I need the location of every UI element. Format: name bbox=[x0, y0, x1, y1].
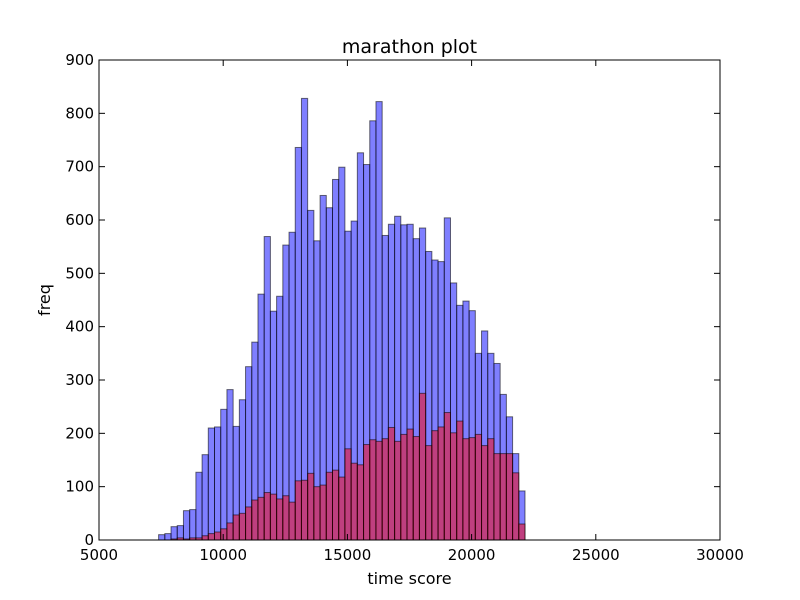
histogram-bar-series-2 bbox=[456, 420, 464, 541]
histogram-bar-series-2 bbox=[238, 512, 247, 541]
histogram-bar-series-2 bbox=[344, 448, 352, 541]
histogram-bar-series-2 bbox=[300, 479, 309, 541]
histogram-bar-series-2 bbox=[263, 492, 271, 541]
histogram-bar-series-2 bbox=[356, 464, 365, 541]
x-tick-label: 25000 bbox=[572, 546, 620, 564]
histogram-bar-series-2 bbox=[400, 433, 408, 541]
histogram-bar-series-2 bbox=[201, 535, 209, 541]
y-axis-label: freq bbox=[35, 284, 54, 316]
histogram-bar-series-2 bbox=[449, 432, 458, 541]
ticks-layer: 5000 10000 15000 20000 25000 30000 0 100 200 300 4… bbox=[65, 51, 744, 564]
histogram-bar-series-2 bbox=[474, 433, 483, 541]
histogram-bar-series-2 bbox=[207, 533, 216, 541]
histogram-bar-series-1 bbox=[195, 471, 203, 541]
y-tick-label: 900 bbox=[65, 51, 94, 69]
y-tick-label: 200 bbox=[65, 424, 94, 442]
x-tick-label: 15000 bbox=[324, 546, 372, 564]
histogram-bar-series-1 bbox=[158, 534, 166, 541]
histogram-bar-series-2 bbox=[418, 392, 427, 541]
histogram-bar-series-2 bbox=[307, 472, 315, 541]
histogram-bar-series-2 bbox=[269, 493, 278, 541]
histogram-bar-series-1 bbox=[226, 389, 234, 541]
y-tick-label: 800 bbox=[65, 104, 94, 122]
plot-area-frame bbox=[98, 59, 721, 541]
x-tick-label: 10000 bbox=[199, 546, 247, 564]
chart-title: marathon plot bbox=[342, 36, 477, 58]
histogram-bar-series-1 bbox=[189, 509, 197, 541]
histogram-bar-series-2 bbox=[294, 480, 302, 541]
histogram-bar-series-2 bbox=[257, 496, 265, 541]
y-tick-label: 600 bbox=[65, 211, 94, 229]
histogram-bar-series-1 bbox=[300, 97, 309, 541]
histogram-bar-series-2 bbox=[288, 501, 296, 541]
histogram-bar-series-2 bbox=[481, 445, 489, 541]
histogram-bar-series-2 bbox=[319, 484, 327, 541]
histogram-bar-series-2 bbox=[412, 436, 420, 541]
histogram-bar-series-1 bbox=[201, 454, 209, 541]
histogram-bar-series-1 bbox=[182, 510, 191, 541]
histogram-bar-series-2 bbox=[487, 438, 495, 541]
x-tick-label: 5000 bbox=[80, 546, 118, 564]
histogram-bar-series-2 bbox=[425, 445, 433, 541]
histogram-bar-series-2 bbox=[325, 471, 333, 541]
x-tick-label: 30000 bbox=[696, 546, 744, 564]
x-axis-label: time score bbox=[367, 569, 451, 588]
histogram-bar-series-2 bbox=[406, 428, 414, 541]
y-tick-label: 500 bbox=[65, 264, 94, 282]
histogram-bar-series-2 bbox=[381, 438, 389, 541]
histogram-bar-series-2 bbox=[394, 440, 402, 541]
y-tick-label: 0 bbox=[84, 531, 94, 549]
histogram-bar-series-2 bbox=[431, 430, 439, 541]
histogram-bar-series-2 bbox=[338, 476, 346, 541]
histogram-bar-series-2 bbox=[437, 426, 445, 541]
histogram-bar-series-2 bbox=[468, 437, 476, 541]
histogram-bar-series-2 bbox=[245, 506, 253, 541]
histogram-bar-series-2 bbox=[251, 499, 259, 541]
histogram-bar-series-2 bbox=[375, 440, 383, 541]
histogram-bar-series-2 bbox=[369, 439, 377, 541]
histogram-bar-series-2 bbox=[313, 486, 321, 541]
histogram-bar-series-2 bbox=[214, 531, 222, 541]
histogram-bar-series-2 bbox=[232, 514, 240, 541]
y-tick-label: 400 bbox=[65, 318, 94, 336]
bars-layer bbox=[158, 97, 526, 541]
histogram-bar-series-1 bbox=[214, 426, 222, 541]
y-tick-label: 300 bbox=[65, 371, 94, 389]
histogram-bar-series-1 bbox=[207, 427, 216, 541]
histogram-bar-series-2 bbox=[350, 462, 358, 541]
histogram-bar-series-2 bbox=[331, 469, 340, 541]
histogram-bar-series-2 bbox=[282, 495, 290, 541]
histogram-bar-series-1 bbox=[288, 231, 296, 541]
histogram-bar-series-1 bbox=[164, 533, 172, 541]
histogram-bar-series-2 bbox=[493, 453, 501, 541]
histogram-bar-series-2 bbox=[505, 453, 514, 541]
histogram-bar-series-2 bbox=[363, 444, 371, 541]
histogram-bar-series-1 bbox=[220, 408, 228, 541]
histogram-bar-series-2 bbox=[512, 472, 520, 541]
histogram-bar-series-2 bbox=[499, 453, 507, 541]
histogram-bar-series-2 bbox=[276, 498, 284, 541]
y-tick-label: 100 bbox=[65, 478, 94, 496]
histogram-bar-series-2 bbox=[220, 528, 228, 541]
histogram-bar-series-2 bbox=[387, 426, 396, 541]
histogram-bar-series-2 bbox=[443, 412, 451, 541]
x-tick-label: 20000 bbox=[448, 546, 496, 564]
y-tick-label: 700 bbox=[65, 158, 94, 176]
histogram-bar-series-1 bbox=[170, 526, 178, 541]
histogram-bar-series-2 bbox=[518, 523, 526, 541]
histogram-bar-series-2 bbox=[462, 438, 470, 541]
histogram-bar-series-2 bbox=[226, 522, 234, 541]
